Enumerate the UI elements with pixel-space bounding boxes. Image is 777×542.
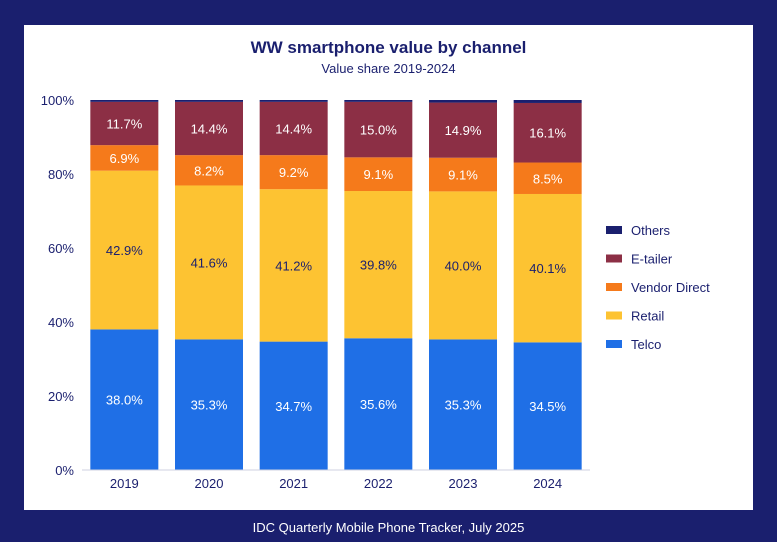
bar-segment-e-tailer xyxy=(175,101,243,156)
bar-segment-others xyxy=(175,100,243,102)
x-tick-label: 2019 xyxy=(110,476,139,491)
legend-label-telco: Telco xyxy=(631,337,661,352)
y-tick-label: 20% xyxy=(48,389,74,404)
y-tick-label: 40% xyxy=(48,315,74,330)
data-label: 9.1% xyxy=(364,167,394,182)
bar-segment-vendor-direct xyxy=(259,155,328,190)
bar-segment-retail xyxy=(513,193,582,343)
legend-swatch-e-tailer xyxy=(606,254,622,263)
x-tick-label: 2024 xyxy=(533,476,562,491)
bar-segment-retail xyxy=(90,170,159,330)
data-label: 11.7% xyxy=(106,116,142,131)
x-tick-label: 2023 xyxy=(449,476,478,491)
data-label: 14.4% xyxy=(275,121,312,136)
bar-segment-retail xyxy=(175,185,243,340)
data-label: 15.0% xyxy=(360,123,397,138)
legend-label-others: Others xyxy=(631,223,671,238)
bar-segment-telco xyxy=(429,339,497,470)
bar-segment-e-tailer xyxy=(513,102,582,163)
x-tick-label: 2022 xyxy=(364,476,393,491)
data-label: 40.1% xyxy=(529,261,566,276)
y-tick-label: 80% xyxy=(48,167,74,182)
data-label: 35.3% xyxy=(191,398,228,413)
bar-segment-telco xyxy=(344,338,413,470)
bar-segment-others xyxy=(344,100,413,102)
bar-segment-telco xyxy=(90,329,159,470)
data-label: 41.2% xyxy=(275,258,312,273)
bar-segment-others xyxy=(90,100,159,102)
data-label: 8.2% xyxy=(194,163,224,178)
bar-segment-telco xyxy=(513,342,582,470)
data-label: 39.8% xyxy=(360,258,397,273)
bar-segment-vendor-direct xyxy=(344,157,413,192)
data-label: 40.0% xyxy=(445,258,482,273)
data-label: 42.9% xyxy=(106,243,143,258)
bar-segment-retail xyxy=(429,191,497,340)
bar-segment-telco xyxy=(175,339,243,470)
data-label: 35.3% xyxy=(445,398,482,413)
data-label: 9.2% xyxy=(279,165,309,180)
data-label: 34.5% xyxy=(529,399,566,414)
bar-segment-e-tailer xyxy=(90,101,159,146)
data-label: 16.1% xyxy=(529,126,566,141)
bar-segment-vendor-direct xyxy=(90,145,159,171)
legend-label-e-tailer: E-tailer xyxy=(631,252,673,267)
bar-segment-others xyxy=(429,100,497,103)
data-label: 14.4% xyxy=(191,121,228,136)
bar-segment-retail xyxy=(344,191,413,339)
y-tick-label: 60% xyxy=(48,241,74,256)
x-tick-label: 2021 xyxy=(279,476,308,491)
bar-segment-vendor-direct xyxy=(429,157,497,192)
legend-swatch-vendor-direct xyxy=(606,283,622,291)
data-label: 8.5% xyxy=(533,171,563,186)
legend-swatch-retail xyxy=(606,311,622,320)
chart-title: WW smartphone value by channel xyxy=(250,38,527,57)
chart-subtitle: Value share 2019-2024 xyxy=(321,61,456,76)
data-label: 35.6% xyxy=(360,397,397,412)
bar-segment-e-tailer xyxy=(344,101,413,158)
data-label: 9.1% xyxy=(448,168,478,183)
legend-swatch-telco xyxy=(606,340,622,348)
source-note: IDC Quarterly Mobile Phone Tracker, July… xyxy=(252,520,525,535)
data-label: 34.7% xyxy=(275,399,312,414)
y-tick-label: 0% xyxy=(55,463,74,478)
legend-label-vendor-direct: Vendor Direct xyxy=(631,280,710,295)
data-label: 38.0% xyxy=(106,393,143,408)
bar-segment-vendor-direct xyxy=(175,155,243,186)
y-tick-label: 100% xyxy=(41,93,75,108)
x-tick-label: 2020 xyxy=(195,476,224,491)
data-label: 14.9% xyxy=(445,123,482,138)
bar-segment-e-tailer xyxy=(259,101,328,156)
bar-segment-e-tailer xyxy=(429,102,497,158)
bar-segment-others xyxy=(259,100,328,102)
legend-label-retail: Retail xyxy=(631,309,664,324)
bar-segment-others xyxy=(513,100,582,103)
data-label: 41.6% xyxy=(191,255,228,270)
data-label: 6.9% xyxy=(110,151,140,166)
legend-swatch-others xyxy=(606,226,622,234)
bar-segment-retail xyxy=(259,189,328,342)
bar-segment-telco xyxy=(259,341,328,470)
bar-segment-vendor-direct xyxy=(513,162,582,194)
